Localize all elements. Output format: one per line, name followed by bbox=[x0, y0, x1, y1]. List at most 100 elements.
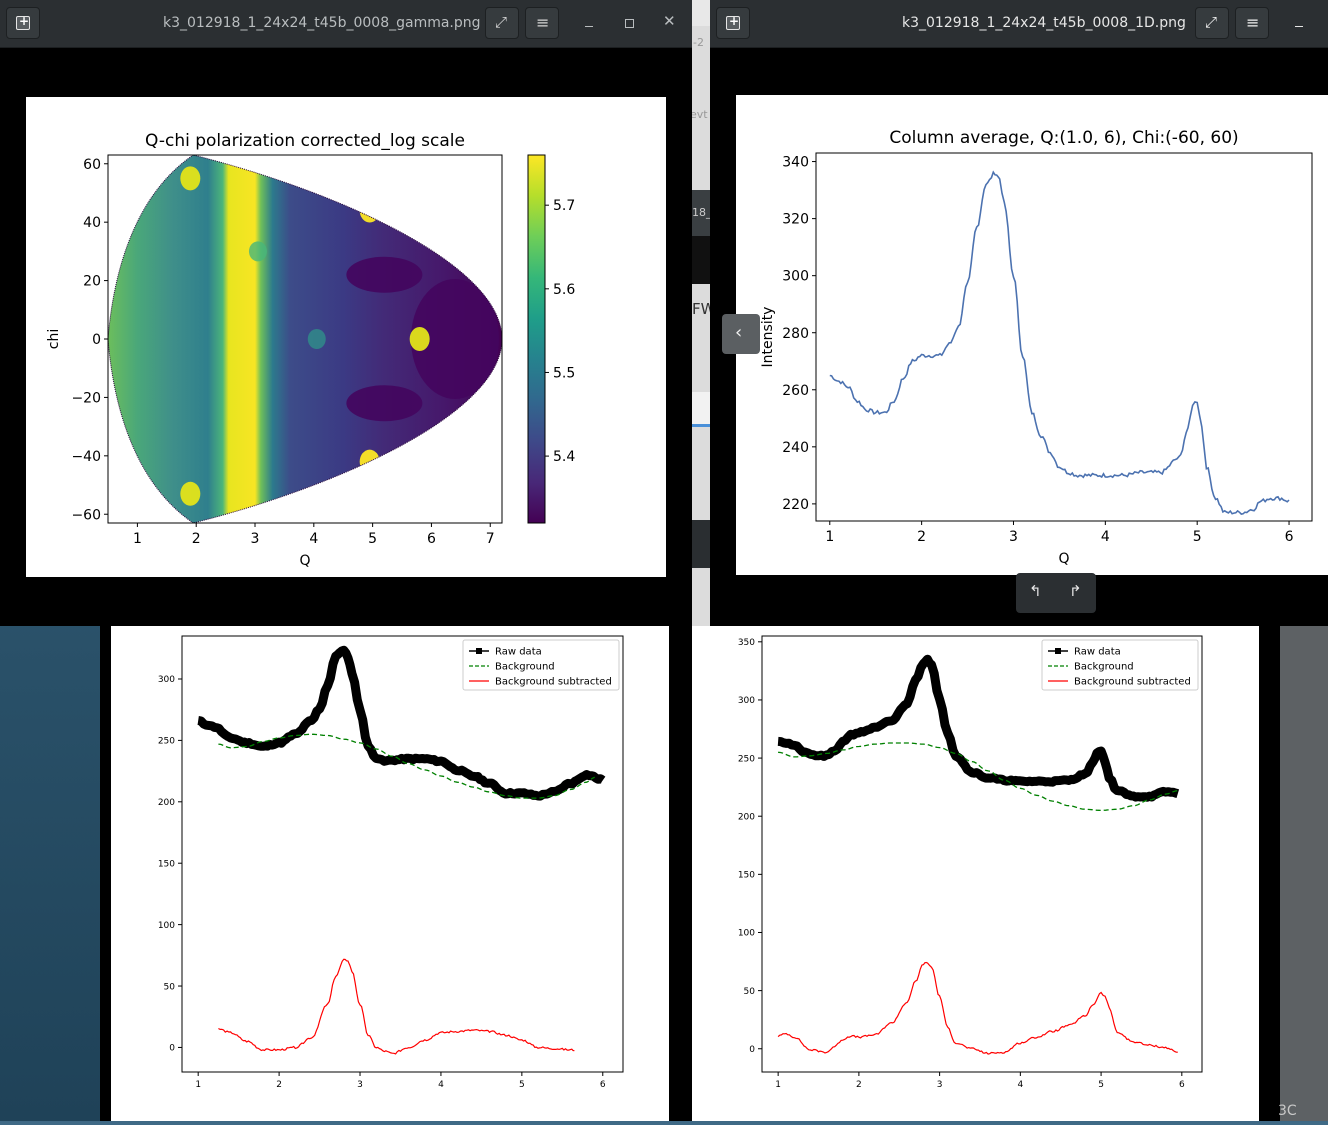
qchi-ytick-label: −20 bbox=[71, 390, 101, 406]
qchi-ytick-label: −60 bbox=[71, 507, 101, 523]
bgsub-ytick-label: 350 bbox=[738, 638, 755, 648]
bgsub-xtick-label: 2 bbox=[276, 1080, 282, 1090]
close-button[interactable]: ✕ bbox=[652, 7, 686, 39]
colorbar-tick-label: 5.7 bbox=[553, 198, 575, 214]
bgsub-xtick-label: 6 bbox=[1179, 1080, 1185, 1090]
bgsub-xtick-label: 3 bbox=[937, 1080, 943, 1090]
bgsub-xtick-label: 5 bbox=[1098, 1080, 1104, 1090]
qchi-ylabel: chi bbox=[46, 329, 62, 349]
new-window-button-right[interactable]: + bbox=[716, 7, 750, 39]
legend-label: Raw data bbox=[1074, 647, 1121, 658]
colorbar-tick-label: 5.5 bbox=[553, 365, 575, 381]
qchi-ytick-label: 60 bbox=[83, 157, 101, 173]
heatmap-dark-lobe bbox=[346, 256, 423, 293]
bgsub-xtick-label: 1 bbox=[195, 1080, 201, 1090]
background-subtracted-plot-right: 1 2 3 4 5 6 350 300 250 200 150 100 50 0 Raw data Backg… bbox=[738, 635, 1203, 1090]
column-xtick-label: 5 bbox=[1193, 529, 1202, 545]
qchi-title: Q-chi polarization corrected_log scale bbox=[145, 131, 465, 151]
background-subtracted-line bbox=[777, 961, 1178, 1055]
menu-button-right[interactable]: ≡ bbox=[1235, 7, 1269, 39]
bgsub-xtick-label: 4 bbox=[438, 1080, 444, 1090]
column-xtick-label: 1 bbox=[825, 529, 834, 545]
menu-icon: ≡ bbox=[536, 13, 550, 32]
heatmap-image bbox=[108, 155, 502, 523]
column-ytick-label: 340 bbox=[782, 155, 809, 171]
legend-label: Background bbox=[495, 662, 555, 673]
column-ytick-label: 240 bbox=[782, 440, 809, 456]
qchi-ytick-label: 0 bbox=[92, 332, 101, 348]
heatmap-dark-lobe bbox=[346, 385, 423, 422]
background-app-strip: -2 evt 18_ FW bbox=[690, 0, 715, 626]
maximize-icon bbox=[625, 19, 634, 28]
bgsub-axes-frame bbox=[761, 635, 1203, 1073]
heatmap-peak-spot bbox=[307, 329, 326, 349]
rotate-right-button[interactable]: ↱ bbox=[1056, 573, 1096, 613]
column-ytick-label: 280 bbox=[782, 326, 809, 342]
qchi-heatmap-plot: 1 2 3 4 5 6 7 60 40 20 0 −20 −40 −60 Q-chi polarizatio… bbox=[46, 131, 575, 569]
bgsub-ytick-label: 100 bbox=[738, 929, 755, 939]
heatmap-peak-spot bbox=[180, 166, 201, 191]
qchi-ytick-label: −40 bbox=[71, 449, 101, 465]
qchi-xtick-label: 2 bbox=[192, 531, 201, 547]
qchi-image-paper: 1 2 3 4 5 6 7 60 40 20 0 −20 −40 −60 Q-chi polarizatio… bbox=[26, 97, 666, 577]
background-text-fragment: 3C bbox=[1278, 1103, 1297, 1119]
bgsub-ytick-label: 100 bbox=[158, 921, 175, 931]
left-window-titlebar[interactable]: + k3_012918_1_24x24_t45b_0008_gamma.png … bbox=[0, 0, 692, 48]
qchi-ytick-label: 20 bbox=[83, 274, 101, 290]
bgsub-ytick-label: 50 bbox=[744, 987, 756, 997]
minimize-button[interactable] bbox=[572, 7, 606, 39]
column-average-image-paper: 1 2 3 4 5 6 340 320 300 280 260 240 220 Column averag… bbox=[736, 95, 1328, 575]
background-window-left: 1 2 3 4 5 6 300 250 200 150 100 50 0 Raw data Backgrou… bbox=[100, 626, 692, 1121]
minimize-icon bbox=[585, 26, 593, 27]
column-title: Column average, Q:(1.0, 6), Chi:(-60, 60… bbox=[889, 128, 1238, 148]
bgsub-xtick-label: 1 bbox=[775, 1080, 781, 1090]
column-xtick-label: 6 bbox=[1285, 529, 1294, 545]
right-window-title: k3_012918_1_24x24_t45b_0008_1D.png bbox=[902, 15, 1186, 31]
qchi-xtick-label: 1 bbox=[133, 531, 142, 547]
qchi-xlabel: Q bbox=[299, 553, 310, 569]
legend-box bbox=[462, 639, 620, 691]
legend-marker-raw bbox=[1055, 648, 1061, 654]
heatmap-peak-spot bbox=[248, 241, 267, 262]
close-icon: ✕ bbox=[663, 12, 676, 30]
legend-label: Background subtracted bbox=[1074, 677, 1191, 688]
heatmap-edge bbox=[107, 154, 503, 524]
prev-image-button[interactable]: ‹ bbox=[722, 314, 760, 354]
maximize-button[interactable] bbox=[612, 7, 646, 39]
raw-data-line bbox=[776, 654, 1180, 802]
bgsub-xtick-label: 4 bbox=[1017, 1080, 1023, 1090]
fullscreen-button[interactable]: ⤢ bbox=[485, 7, 519, 39]
column-average-line bbox=[829, 170, 1290, 515]
new-window-button[interactable]: + bbox=[6, 7, 40, 39]
rotate-left-button[interactable]: ↰ bbox=[1016, 573, 1056, 613]
legend-box bbox=[1041, 639, 1199, 691]
right-image-viewer-window: + k3_012918_1_24x24_t45b_0008_1D.png ⤢ ≡… bbox=[710, 0, 1328, 626]
bgsub-ytick-label: 150 bbox=[158, 859, 175, 869]
menu-button[interactable]: ≡ bbox=[525, 7, 559, 39]
legend-label: Background bbox=[1074, 662, 1134, 673]
minimize-button-right[interactable] bbox=[1282, 7, 1316, 39]
bgsub-ytick-label: 250 bbox=[158, 737, 175, 747]
minimize-icon bbox=[1295, 26, 1303, 27]
bgsub-ytick-label: 150 bbox=[738, 871, 755, 881]
bgsub-xtick-label: 2 bbox=[856, 1080, 862, 1090]
background-line bbox=[778, 742, 1178, 812]
bgsub-ytick-label: 250 bbox=[738, 754, 755, 764]
legend-marker-raw bbox=[476, 648, 482, 654]
bgsub-ytick-label: 200 bbox=[158, 798, 175, 808]
background-subtracted-line bbox=[218, 958, 575, 1055]
column-xlabel: Q bbox=[1058, 551, 1069, 567]
background-plot-paper-right: 1 2 3 4 5 6 350 300 250 200 150 100 50 0 Raw data Backg… bbox=[692, 626, 1259, 1121]
column-ytick-label: 260 bbox=[782, 383, 809, 399]
column-ylabel: Intensity bbox=[760, 307, 776, 368]
bgsub-ytick-label: 0 bbox=[169, 1044, 175, 1054]
fullscreen-button-right[interactable]: ⤢ bbox=[1195, 7, 1229, 39]
new-window-icon bbox=[16, 16, 30, 30]
fullscreen-icon: ⤢ bbox=[1205, 13, 1218, 31]
bgsub-ytick-label: 50 bbox=[164, 982, 176, 992]
background-window-right: 1 2 3 4 5 6 350 300 250 200 150 100 50 0 Raw data Backg… bbox=[692, 626, 1280, 1121]
column-xtick-label: 4 bbox=[1101, 529, 1110, 545]
right-window-titlebar[interactable]: + k3_012918_1_24x24_t45b_0008_1D.png ⤢ ≡ bbox=[710, 0, 1328, 48]
legend-label: Raw data bbox=[495, 647, 542, 658]
menu-icon: ≡ bbox=[1246, 13, 1260, 32]
